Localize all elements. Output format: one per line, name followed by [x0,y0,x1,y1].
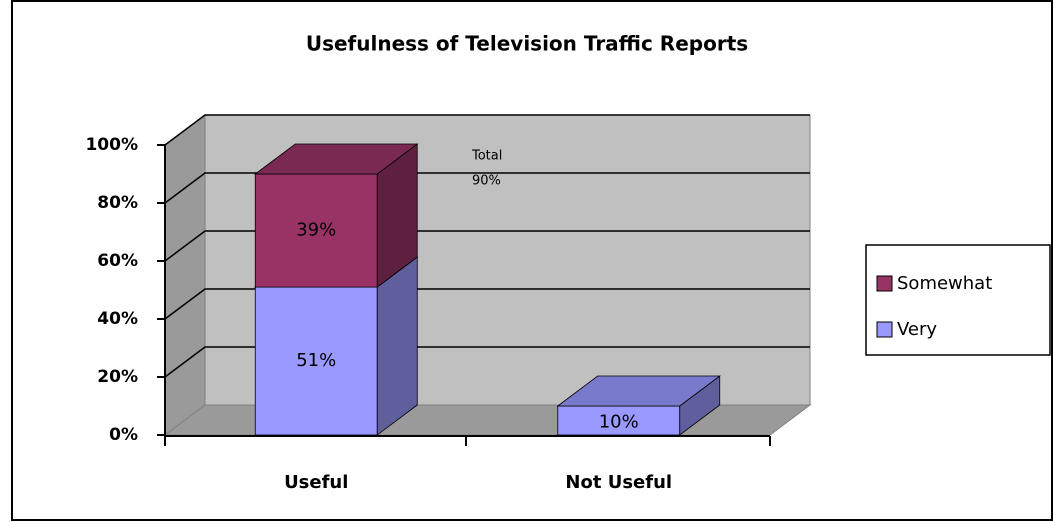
bar-top [556,375,721,407]
legend [865,244,1051,356]
bar-top [254,143,419,175]
bar-front [254,286,378,436]
bar-side [376,256,418,436]
annotation-label: Total [471,149,502,164]
legend-swatch [876,321,893,338]
side-wall [164,114,206,436]
y-tick-label: 40% [97,309,138,329]
bar-front [254,173,378,288]
grid-line [164,288,810,320]
y-tick-label: 100% [85,135,138,155]
grid-line [164,230,810,262]
value-label: 51% [296,350,336,371]
chart-title: Usefulness of Television Traffic Reports [306,32,748,56]
x-tick-label: Useful [284,472,348,493]
legend-label: Somewhat [897,273,992,294]
value-label: 39% [296,220,336,241]
value-label: 10% [599,412,639,433]
bar [254,256,419,436]
grid-line [164,346,810,378]
y-tick-label: 60% [97,251,138,271]
bar [556,375,721,436]
y-tick-label: 0% [109,425,138,445]
bar-front [557,405,681,436]
legend-swatch [876,275,893,292]
y-tick-label: 20% [97,367,138,387]
annotation-value: 90% [472,174,501,189]
bar [254,143,419,288]
legend-label: Very [897,319,937,340]
y-tick-label: 80% [97,193,138,213]
x-tick-label: Not Useful [565,472,672,493]
grid-line [164,114,810,146]
grid-line [164,172,810,204]
